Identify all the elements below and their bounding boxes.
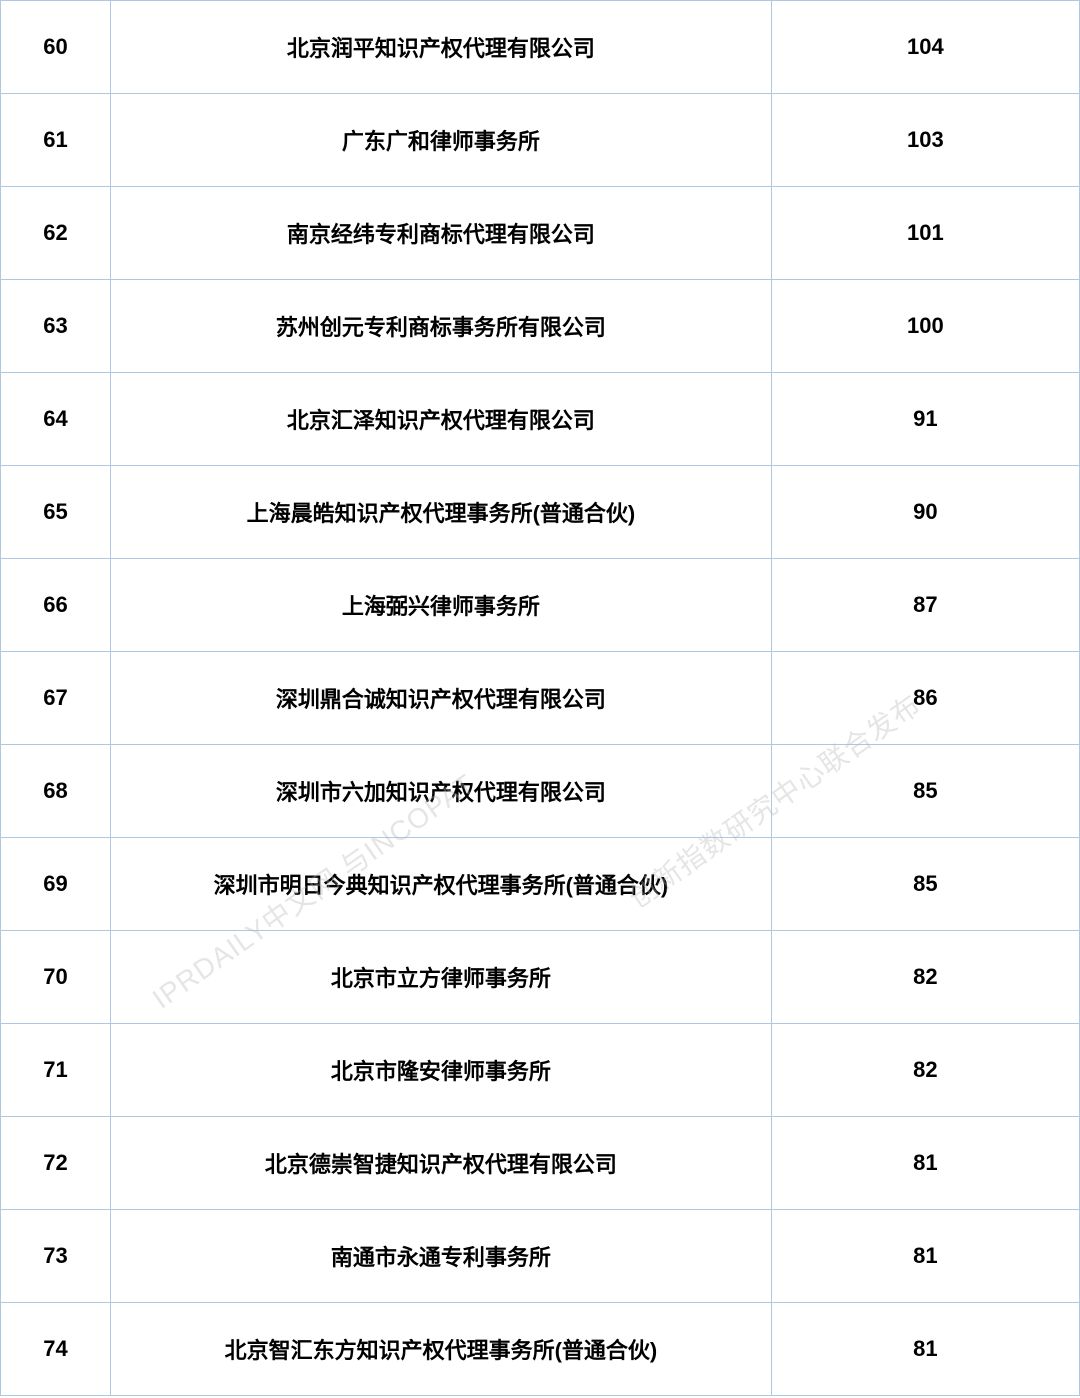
- rank-cell: 68: [1, 745, 111, 838]
- name-cell: 北京润平知识产权代理有限公司: [111, 1, 772, 94]
- table-row: 72北京德崇智捷知识产权代理有限公司81: [1, 1117, 1080, 1210]
- name-cell: 北京智汇东方知识产权代理事务所(普通合伙): [111, 1303, 772, 1396]
- table-row: 69深圳市明日今典知识产权代理事务所(普通合伙)85: [1, 838, 1080, 931]
- name-cell: 北京汇泽知识产权代理有限公司: [111, 373, 772, 466]
- name-cell: 深圳市六加知识产权代理有限公司: [111, 745, 772, 838]
- name-cell: 深圳鼎合诚知识产权代理有限公司: [111, 652, 772, 745]
- name-cell: 深圳市明日今典知识产权代理事务所(普通合伙): [111, 838, 772, 931]
- table-row: 70北京市立方律师事务所82: [1, 931, 1080, 1024]
- name-cell: 北京德崇智捷知识产权代理有限公司: [111, 1117, 772, 1210]
- table-body: 60北京润平知识产权代理有限公司10461广东广和律师事务所10362南京经纬专…: [1, 1, 1080, 1396]
- table-row: 63苏州创元专利商标事务所有限公司100: [1, 280, 1080, 373]
- name-cell: 上海晨皓知识产权代理事务所(普通合伙): [111, 466, 772, 559]
- rank-cell: 64: [1, 373, 111, 466]
- table-row: 73南通市永通专利事务所81: [1, 1210, 1080, 1303]
- value-cell: 103: [771, 94, 1079, 187]
- table-row: 62南京经纬专利商标代理有限公司101: [1, 187, 1080, 280]
- value-cell: 82: [771, 931, 1079, 1024]
- rank-cell: 62: [1, 187, 111, 280]
- table-row: 66上海弼兴律师事务所87: [1, 559, 1080, 652]
- rank-cell: 69: [1, 838, 111, 931]
- table-row: 68深圳市六加知识产权代理有限公司85: [1, 745, 1080, 838]
- ranking-table: 60北京润平知识产权代理有限公司10461广东广和律师事务所10362南京经纬专…: [0, 0, 1080, 1396]
- rank-cell: 72: [1, 1117, 111, 1210]
- table-row: 61广东广和律师事务所103: [1, 94, 1080, 187]
- value-cell: 85: [771, 838, 1079, 931]
- value-cell: 81: [771, 1117, 1079, 1210]
- rank-cell: 67: [1, 652, 111, 745]
- rank-cell: 71: [1, 1024, 111, 1117]
- rank-cell: 60: [1, 1, 111, 94]
- value-cell: 85: [771, 745, 1079, 838]
- rank-cell: 65: [1, 466, 111, 559]
- table-row: 65上海晨皓知识产权代理事务所(普通合伙)90: [1, 466, 1080, 559]
- value-cell: 87: [771, 559, 1079, 652]
- rank-cell: 73: [1, 1210, 111, 1303]
- rank-cell: 63: [1, 280, 111, 373]
- value-cell: 104: [771, 1, 1079, 94]
- name-cell: 广东广和律师事务所: [111, 94, 772, 187]
- value-cell: 100: [771, 280, 1079, 373]
- name-cell: 北京市隆安律师事务所: [111, 1024, 772, 1117]
- name-cell: 南京经纬专利商标代理有限公司: [111, 187, 772, 280]
- name-cell: 北京市立方律师事务所: [111, 931, 772, 1024]
- value-cell: 86: [771, 652, 1079, 745]
- table-row: 74北京智汇东方知识产权代理事务所(普通合伙)81: [1, 1303, 1080, 1396]
- value-cell: 82: [771, 1024, 1079, 1117]
- ranking-table-container: 60北京润平知识产权代理有限公司10461广东广和律师事务所10362南京经纬专…: [0, 0, 1080, 1396]
- rank-cell: 66: [1, 559, 111, 652]
- name-cell: 上海弼兴律师事务所: [111, 559, 772, 652]
- value-cell: 101: [771, 187, 1079, 280]
- value-cell: 90: [771, 466, 1079, 559]
- rank-cell: 70: [1, 931, 111, 1024]
- name-cell: 南通市永通专利事务所: [111, 1210, 772, 1303]
- rank-cell: 74: [1, 1303, 111, 1396]
- table-row: 64北京汇泽知识产权代理有限公司91: [1, 373, 1080, 466]
- value-cell: 81: [771, 1303, 1079, 1396]
- value-cell: 81: [771, 1210, 1079, 1303]
- table-row: 71北京市隆安律师事务所82: [1, 1024, 1080, 1117]
- table-row: 60北京润平知识产权代理有限公司104: [1, 1, 1080, 94]
- name-cell: 苏州创元专利商标事务所有限公司: [111, 280, 772, 373]
- value-cell: 91: [771, 373, 1079, 466]
- table-row: 67深圳鼎合诚知识产权代理有限公司86: [1, 652, 1080, 745]
- rank-cell: 61: [1, 94, 111, 187]
